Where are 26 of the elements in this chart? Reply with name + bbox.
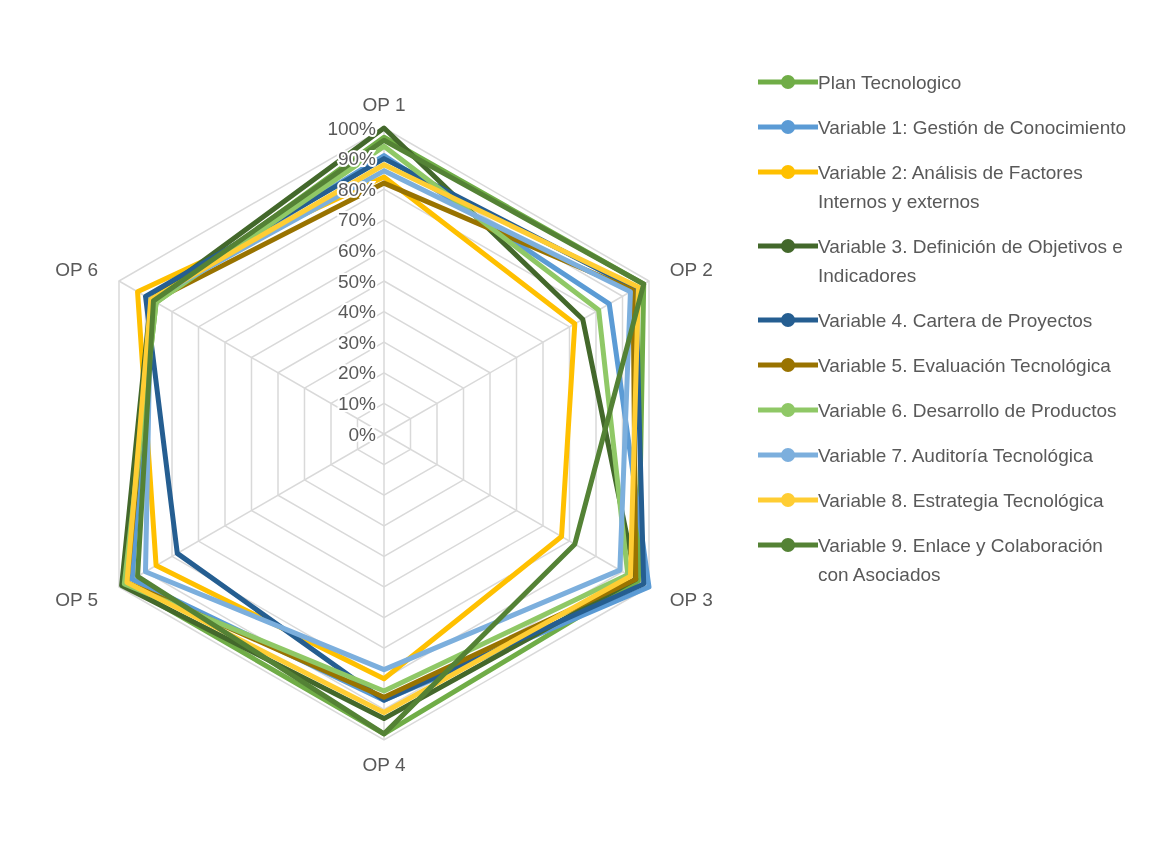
- spoke-label: OP 5: [55, 588, 99, 610]
- spoke-label: OP 6: [55, 258, 99, 280]
- legend-label: Variable 7. Auditoría Tecnológica: [818, 444, 1094, 468]
- y-tick-label: 100%: [327, 117, 377, 139]
- legend-label: Variable 8. Estrategia Tecnológica: [818, 489, 1105, 513]
- legend-label: Plan Tecnologico: [818, 71, 963, 95]
- y-tick-label: 30%: [337, 331, 377, 353]
- legend-label: Variable 3. Definición de Objetivos e Indicadores: [818, 235, 1124, 288]
- legend-label: Variable 9. Enlace y Colaboración con Asociados: [818, 534, 1104, 587]
- y-tick-label: 40%: [337, 301, 377, 323]
- spoke-label: OP 4: [362, 753, 406, 775]
- y-tick-label: 50%: [337, 270, 377, 292]
- legend-label: Variable 5. Evaluación Tecnológica: [818, 354, 1112, 378]
- legend-label: Variable 1: Gestión de Conocimiento: [818, 116, 1128, 140]
- legend-label: Variable 2: Análisis de Factores Internos y externos: [818, 161, 1084, 214]
- y-tick-label: 0%: [348, 423, 377, 445]
- legend-label: Variable 4. Cartera de Proyectos: [818, 309, 1094, 333]
- y-tick-label: 60%: [337, 239, 377, 261]
- y-tick-label: 80%: [337, 178, 377, 200]
- spoke-label: OP 1: [362, 93, 406, 115]
- spoke-label: OP 3: [669, 588, 713, 610]
- y-tick-label: 10%: [337, 392, 377, 414]
- legend-label: Variable 6. Desarrollo de Productos: [818, 399, 1118, 423]
- spoke-label: OP 2: [669, 258, 713, 280]
- y-tick-label: 20%: [337, 362, 377, 384]
- y-tick-label: 70%: [337, 209, 377, 231]
